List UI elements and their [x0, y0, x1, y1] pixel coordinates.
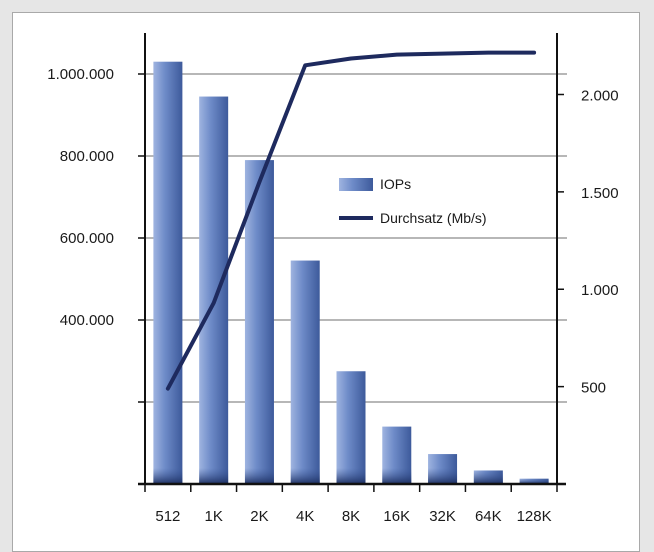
x-axis-label-128K: 128K [517, 508, 552, 525]
left-axis-label-1: 400.000 [60, 312, 114, 329]
x-axis-label-4K: 4K [296, 508, 314, 525]
bar-512 [153, 61, 183, 484]
tick-labels: 400.000 600.000 800.000 1.000.000 500 1.000 1.… [47, 66, 618, 525]
iops-bars [153, 61, 549, 485]
left-axis-label-4: 1.000.000 [47, 66, 114, 83]
x-axis-label-512: 512 [155, 508, 180, 525]
bar-base-4K [290, 468, 320, 484]
legend-label-iops: IOPs [380, 176, 411, 192]
throughput-series-line [165, 50, 537, 391]
bar-8K [336, 371, 366, 484]
bar-2K [244, 160, 274, 484]
x-axis-label-32K: 32K [429, 508, 456, 525]
left-axis-label-3: 800.000 [60, 148, 114, 165]
bar-base-2K [244, 468, 274, 484]
x-axis-label-16K: 16K [383, 508, 410, 525]
right-axis-label-1: 1.000 [581, 282, 619, 299]
throughput-line [165, 50, 537, 391]
right-axis-label-2: 1.500 [581, 185, 619, 202]
bar-base-16K [382, 468, 412, 484]
bar-4K [290, 260, 320, 484]
axes [138, 33, 566, 492]
bar-base-8K [336, 468, 366, 484]
bar-base-1K [199, 468, 229, 484]
bar-base-512 [153, 468, 183, 484]
legend-swatch-iops [339, 178, 373, 191]
x-axis-label-8K: 8K [342, 508, 360, 525]
bar-base-32K [428, 468, 458, 484]
legend: IOPs Durchsatz (Mb/s) [339, 176, 487, 226]
x-axis-label-1K: 1K [204, 508, 222, 525]
chart-frame [12, 12, 640, 552]
x-axis-label-64K: 64K [475, 508, 502, 525]
bar-1K [199, 96, 229, 485]
x-axis-label-2K: 2K [250, 508, 268, 525]
bar-base-128K [519, 478, 549, 484]
left-axis-label-2: 600.000 [60, 230, 114, 247]
bar-base-64K [473, 470, 503, 484]
right-axis-label-0: 500 [581, 380, 606, 397]
right-axis-label-3: 2.000 [581, 87, 619, 104]
legend-label-throughput: Durchsatz (Mb/s) [380, 210, 487, 226]
